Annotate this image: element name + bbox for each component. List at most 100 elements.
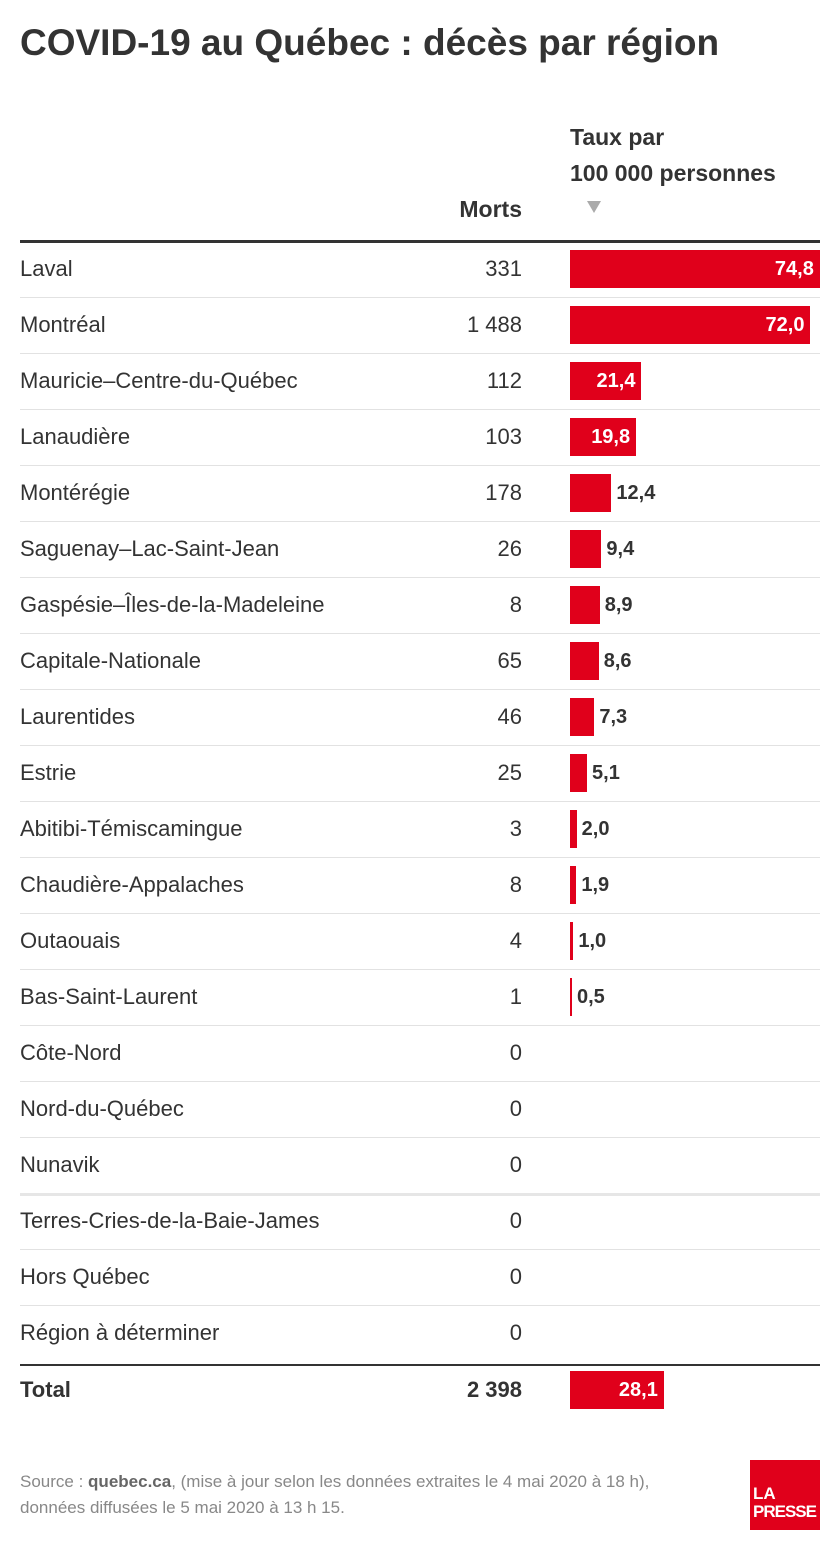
bar-label: 28,1	[618, 1379, 658, 1401]
bar-label: 21,4	[596, 370, 636, 392]
bar	[570, 642, 599, 680]
bar	[570, 418, 637, 456]
rate-header: 100 000 personnes	[570, 160, 776, 186]
bar	[570, 978, 572, 1016]
row-separator	[20, 1137, 820, 1138]
region: Chaudière-Appalaches	[20, 872, 244, 897]
row-separator	[20, 689, 820, 690]
bar	[570, 810, 577, 848]
row-separator	[20, 633, 820, 634]
row-separator	[20, 409, 820, 410]
region: Mauricie–Centre-du-Québec	[20, 368, 298, 393]
deaths: 331	[485, 256, 522, 281]
rate-header: Taux par	[570, 124, 665, 150]
deaths: 1	[509, 984, 522, 1009]
bar-label: 2,0	[581, 818, 610, 840]
row-separator	[20, 857, 820, 858]
row-separator	[20, 353, 820, 354]
deaths: 4	[509, 928, 522, 953]
deaths: 0	[509, 1152, 522, 1177]
header-rule	[20, 240, 820, 243]
region: Terres-Cries-de-la-Baie-James	[20, 1208, 320, 1233]
bar	[570, 306, 811, 344]
row-separator	[20, 1025, 820, 1026]
region: Hors Québec	[20, 1264, 150, 1289]
source-link: quebec.ca	[88, 1472, 172, 1491]
bar-label: 0,5	[577, 986, 605, 1008]
deaths: 46	[497, 704, 522, 729]
row-separator	[20, 745, 820, 746]
deaths: 8	[509, 872, 522, 897]
deaths: 0	[509, 1096, 522, 1121]
region: Laval	[20, 256, 73, 281]
row-separator	[20, 969, 820, 970]
deaths: 112	[486, 368, 522, 393]
logo: LA PRESSE	[750, 1460, 820, 1530]
region: Montérégie	[20, 480, 131, 505]
region: Montréal	[20, 312, 106, 337]
region: Région à déterminer	[20, 1320, 220, 1345]
region: Laurentides	[20, 704, 135, 729]
row-separator	[20, 521, 820, 522]
bar-label: 72,0	[765, 314, 805, 336]
total-rule	[20, 1364, 820, 1366]
deaths: 0	[509, 1264, 522, 1289]
deaths: 25	[497, 760, 522, 785]
region: Abitibi-Témiscamingue	[20, 816, 243, 841]
bar	[570, 586, 600, 624]
row-separator	[20, 1249, 820, 1250]
bar	[570, 754, 588, 792]
deaths: 1 488	[466, 312, 522, 337]
deaths: 103	[485, 424, 522, 449]
deaths: 2 398	[466, 1377, 522, 1402]
bar	[570, 1371, 664, 1409]
bar	[570, 866, 577, 904]
row-separator	[20, 801, 820, 802]
row-separator	[20, 577, 820, 578]
deaths: 0	[509, 1040, 522, 1065]
deaths: 8	[509, 592, 522, 617]
region: Bas-Saint-Laurent	[20, 984, 198, 1009]
bar-label: 12,4	[616, 482, 656, 504]
bar-label: 8,9	[604, 594, 633, 616]
region: Lanaudière	[20, 424, 131, 449]
bar-label: 74,8	[774, 258, 814, 280]
logo-line2: PRESSE	[753, 1502, 817, 1521]
bar-label: 7,3	[599, 706, 628, 728]
region: Saguenay–Lac-Saint-Jean	[20, 536, 280, 561]
source: Source : quebec.ca, (mise à jour selon l…	[20, 1472, 649, 1492]
region: Côte-Nord	[20, 1040, 122, 1065]
region: Gaspésie–Îles-de-la-Madeleine	[20, 592, 325, 617]
bar	[570, 474, 612, 512]
row-separator	[20, 297, 820, 298]
row-separator	[20, 913, 820, 914]
source-text: , (mise à jour selon les données extrait…	[171, 1472, 650, 1491]
bar-label: 9,4	[606, 538, 635, 560]
bar-label: 5,1	[592, 762, 620, 784]
source-line2: données diffusées le 5 mai 2020 à 13 h 1…	[20, 1498, 345, 1517]
bar-label: 8,6	[603, 650, 632, 672]
region: Nunavik	[20, 1152, 100, 1177]
bar	[570, 530, 602, 568]
bar	[570, 250, 820, 288]
deaths: 26	[497, 536, 522, 561]
region: Estrie	[20, 760, 77, 785]
bar	[570, 362, 642, 400]
deaths: 3	[509, 816, 522, 841]
logo-line1: LA	[753, 1484, 776, 1503]
row-separator	[20, 1305, 820, 1306]
deaths: 65	[497, 648, 522, 673]
deaths-header: Morts	[459, 196, 522, 222]
deaths: 178	[485, 480, 522, 505]
row-separator	[20, 1193, 820, 1196]
bar	[570, 698, 595, 736]
bar-label: 19,8	[591, 426, 631, 448]
row-separator	[20, 1081, 820, 1082]
deaths: 0	[509, 1208, 522, 1233]
sort-icon	[587, 201, 601, 213]
bar-label: 1,0	[578, 930, 607, 952]
region: Total	[20, 1377, 71, 1402]
region: Nord-du-Québec	[20, 1096, 184, 1121]
bar-label: 1,9	[581, 874, 610, 896]
